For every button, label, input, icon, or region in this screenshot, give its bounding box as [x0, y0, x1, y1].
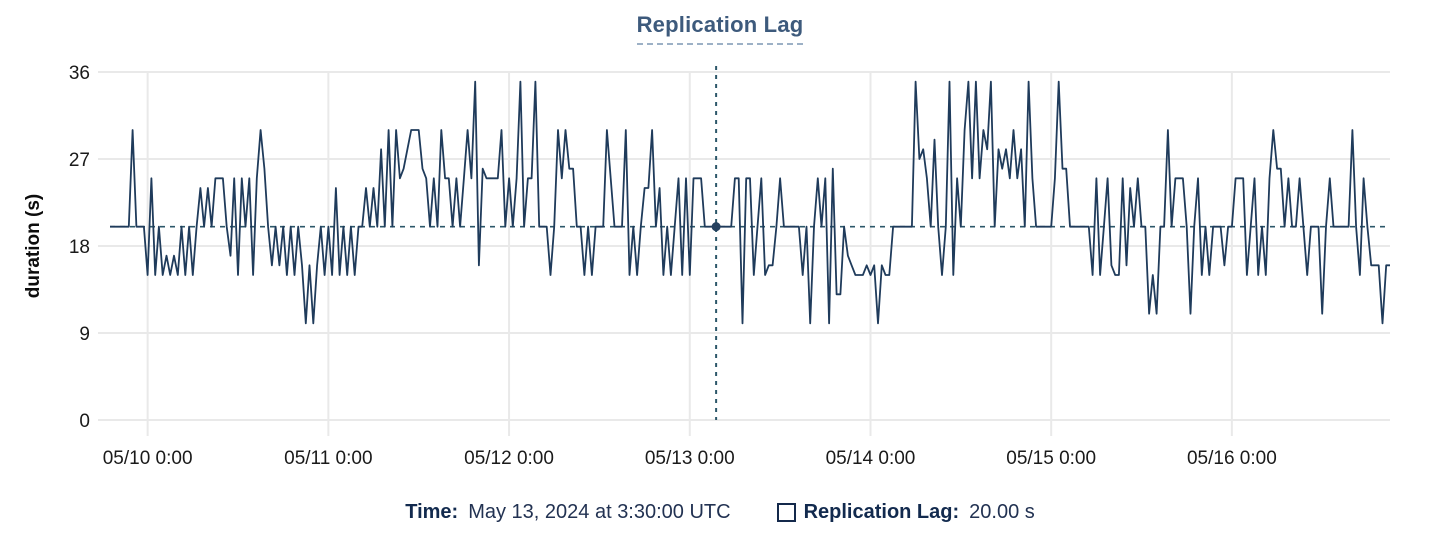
hover-point[interactable]: [711, 222, 721, 232]
chart-title-row: Replication Lag: [0, 12, 1440, 45]
x-tick-label: 05/13 0:00: [645, 448, 735, 469]
y-tick-label: 18: [69, 237, 90, 258]
x-tick-label: 05/14 0:00: [826, 448, 916, 469]
legend-group: Replication Lag: 20.00 s: [776, 501, 1035, 524]
x-tick-label: 05/16 0:00: [1187, 448, 1277, 469]
time-value: May 13, 2024 at 3:30:00 UTC: [468, 501, 731, 523]
series-value: 20.00 s: [969, 501, 1035, 523]
chart-title[interactable]: Replication Lag: [636, 12, 804, 45]
plot-area[interactable]: 0 9 18 27 36 05/10 0:00 05/11 0:00 05/12 0:00 05…: [0, 0, 1440, 496]
time-label: Time:: [405, 501, 459, 523]
x-tick-label: 05/11 0:00: [284, 448, 372, 469]
x-tick-label: 05/12 0:00: [464, 448, 554, 469]
y-tick-label: 36: [69, 63, 90, 84]
replication-lag-legend-swatch-icon[interactable]: [776, 503, 796, 522]
y-tick-label: 0: [79, 411, 90, 432]
replication-lag-line: [110, 80, 1390, 325]
y-tick-label: 9: [79, 324, 90, 345]
x-tick-label: 05/10 0:00: [103, 448, 193, 469]
x-tick-label: 05/15 0:00: [1006, 448, 1096, 469]
hover-tooltip-bar: Time: May 13, 2024 at 3:30:00 UTC Replic…: [0, 501, 1440, 524]
series-label[interactable]: Replication Lag:: [803, 501, 960, 523]
y-tick-label: 27: [69, 150, 90, 171]
